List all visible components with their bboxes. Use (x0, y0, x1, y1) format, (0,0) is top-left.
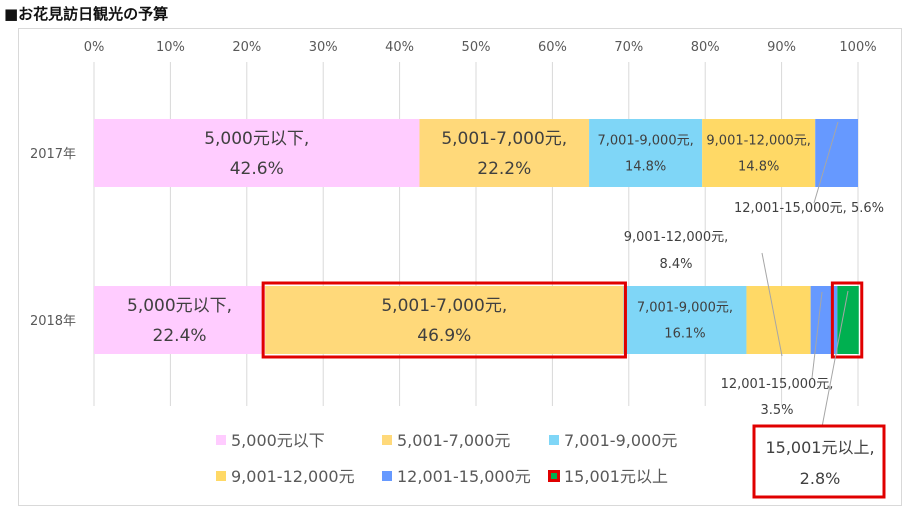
data-label: 42.6% (230, 159, 284, 179)
category-label: 2018年 (30, 314, 76, 329)
chart-frame (18, 28, 902, 506)
data-label: 7,001-9,000元, (637, 301, 733, 316)
data-label: 9,001-12,000元, (706, 134, 811, 149)
x-tick-label: 30% (309, 40, 338, 55)
data-label: 5,001-7,000元, (441, 129, 567, 149)
data-label: 9,001-12,000元, (624, 230, 729, 245)
data-label: 5,000元以下, (204, 129, 309, 149)
data-label: 22.2% (477, 159, 531, 179)
bar-segment (94, 119, 420, 187)
data-label: 7,001-9,000元, (597, 134, 693, 149)
highlight-box (752, 424, 886, 499)
legend-swatch (216, 435, 226, 445)
highlight-box (261, 281, 627, 359)
data-label: 2.8% (800, 469, 841, 488)
bar-segment (746, 286, 811, 354)
data-label: 46.9% (417, 326, 471, 346)
legend-label: 15,001元以上 (564, 467, 668, 486)
data-label: 5,001-7,000元, (381, 296, 507, 316)
bar-segment (419, 119, 590, 187)
legend-swatch (549, 435, 559, 445)
leader-line (761, 252, 783, 357)
data-label: 15,001元以上, (765, 438, 874, 457)
data-label: 22.4% (153, 326, 207, 346)
x-tick-label: 70% (614, 40, 643, 55)
bar-segment (589, 119, 703, 187)
chart-title: ■お花見訪日観光の予算 (4, 5, 169, 23)
data-label: 12,001-15,000元, (721, 377, 834, 392)
leader-line (821, 290, 849, 428)
leader-line (811, 291, 823, 379)
legend-label: 5,000元以下 (231, 431, 325, 450)
data-label: 14.8% (625, 160, 666, 175)
x-tick-label: 0% (84, 40, 105, 55)
x-tick-label: 10% (156, 40, 185, 55)
x-tick-label: 100% (839, 40, 876, 55)
legend-label: 12,001-15,000元 (397, 467, 531, 486)
data-label: 16.1% (664, 327, 705, 342)
data-label: 8.4% (659, 257, 692, 272)
data-label: 3.5% (760, 403, 793, 418)
x-tick-label: 90% (767, 40, 796, 55)
legend-label: 5,001-7,000元 (397, 431, 510, 450)
data-label: 14.8% (738, 160, 779, 175)
data-label: 12,001-15,000元, 5.6% (734, 201, 884, 216)
legend-swatch (382, 435, 392, 445)
x-tick-label: 20% (232, 40, 261, 55)
x-tick-label: 80% (691, 40, 720, 55)
x-tick-label: 60% (538, 40, 567, 55)
legend-swatch (382, 471, 392, 481)
bar-segment (94, 286, 266, 354)
bar-segment (623, 286, 747, 354)
data-label: 5,000元以下, (127, 296, 232, 316)
bar-segment (265, 286, 624, 354)
legend-label: 9,001-12,000元 (231, 467, 355, 486)
leader-line (813, 121, 839, 204)
legend-swatch (551, 473, 557, 479)
bar-segment (837, 286, 859, 354)
x-tick-label: 50% (462, 40, 491, 55)
legend-swatch (216, 471, 226, 481)
category-label: 2017年 (30, 147, 76, 162)
bar-segment (702, 119, 816, 187)
highlight-box (830, 281, 864, 359)
x-tick-label: 40% (385, 40, 414, 55)
legend-label: 7,001-9,000元 (564, 431, 677, 450)
